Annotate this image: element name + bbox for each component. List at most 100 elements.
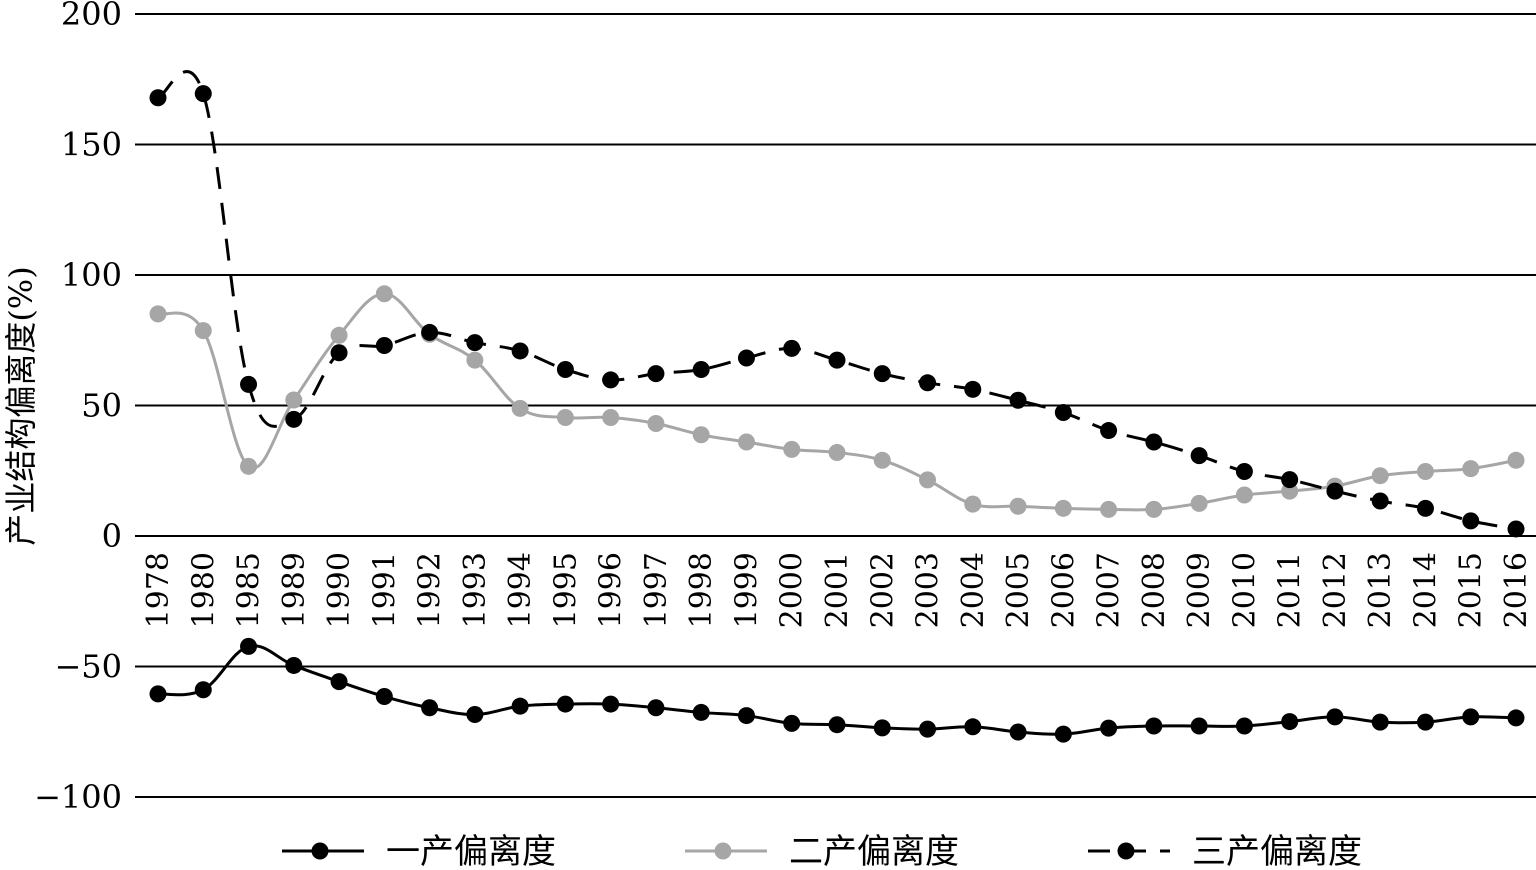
data-point [1371,713,1389,731]
x-tick-label: 2016 [1499,552,1534,628]
data-point [421,323,439,341]
x-tick-label: 2003 [911,552,946,628]
x-tick-label: 2005 [1001,552,1036,628]
x-tick-label: 2009 [1182,552,1217,628]
data-point [1326,482,1344,500]
data-point [149,305,167,323]
data-point [1416,713,1434,731]
data-point [1326,708,1344,726]
x-tick-label: 2014 [1408,552,1443,628]
data-point [194,681,212,699]
data-point [149,89,167,107]
data-point [919,471,937,489]
data-point [1100,500,1118,518]
data-point [375,688,393,706]
x-tick-label: 1990 [322,552,357,628]
data-point [1462,460,1480,478]
x-tick-label: 2012 [1318,552,1353,628]
data-point [1281,713,1299,731]
data-point [737,707,755,725]
y-tick-label: −50 [54,648,122,686]
x-tick-label: 1996 [594,552,629,628]
data-point [783,440,801,458]
x-tick-label: 2011 [1273,552,1308,628]
gridlines [135,13,1536,798]
x-tick-label: 1980 [186,552,221,628]
y-axis-label: 产业结构偏离度(%) [2,266,40,545]
x-tick-label: 2015 [1454,552,1489,628]
x-tick-label: 2010 [1227,552,1262,628]
legend-swatch-marker [714,842,732,860]
data-point [511,399,529,417]
x-tick-label: 2002 [865,552,900,628]
series-3 [149,70,1525,538]
data-point [1235,486,1253,504]
data-point [602,695,620,713]
data-point [1416,499,1434,517]
data-point [511,342,529,360]
data-point [285,391,303,409]
data-point [692,360,710,378]
x-tick-label: 1994 [503,552,538,628]
data-point [828,351,846,369]
data-point [1054,404,1072,422]
data-point [1009,391,1027,409]
x-tick-label: 2000 [775,552,810,628]
data-point [964,495,982,513]
x-tick-label: 1999 [729,552,764,628]
x-tick-label: 1995 [548,552,583,628]
data-point [1009,497,1027,515]
data-point [466,351,484,369]
data-point [466,706,484,724]
x-tick-label: 1989 [277,552,312,628]
data-point [919,720,937,738]
data-point [556,695,574,713]
data-point [1009,723,1027,741]
data-point [1371,492,1389,510]
data-point [285,410,303,428]
data-point [375,285,393,303]
legend-swatch-marker [311,842,329,860]
data-point [1507,451,1525,469]
data-point [1462,512,1480,530]
data-point [647,699,665,717]
data-point [964,718,982,736]
legend-label: 二产偏离度 [789,832,959,870]
legend-label: 一产偏离度 [386,832,556,870]
data-point [1462,708,1480,726]
legend: 一产偏离度 二产偏离度 三产偏离度 [282,832,1362,870]
y-tick-label: 0 [102,517,122,555]
data-point [556,409,574,427]
x-tick-label: 1993 [458,552,493,628]
x-tick-label: 1998 [684,552,719,628]
legend-swatch-marker [1117,842,1135,860]
data-point [1054,725,1072,743]
data-point [1235,463,1253,481]
data-point [240,637,258,655]
series-2 [149,285,1525,518]
data-point [783,339,801,357]
y-tick-label: 50 [81,387,122,425]
data-point [602,409,620,427]
y-tick-label: 100 [61,256,122,294]
data-point [1416,463,1434,481]
data-point [737,349,755,367]
data-point [330,673,348,691]
data-point [1235,717,1253,735]
data-point [240,375,258,393]
data-point [692,703,710,721]
y-tick-label: 150 [61,126,122,164]
data-point [1100,422,1118,440]
data-point [1507,709,1525,727]
data-point [1190,717,1208,735]
legend-item-2: 二产偏离度 [685,832,959,870]
legend-item-1: 一产偏离度 [282,832,556,870]
data-point [1145,433,1163,451]
x-tick-label: 2013 [1363,552,1398,628]
data-point [692,426,710,444]
data-point [421,699,439,717]
x-tick-label: 1997 [639,552,674,628]
data-point [873,451,891,469]
data-point [466,334,484,352]
